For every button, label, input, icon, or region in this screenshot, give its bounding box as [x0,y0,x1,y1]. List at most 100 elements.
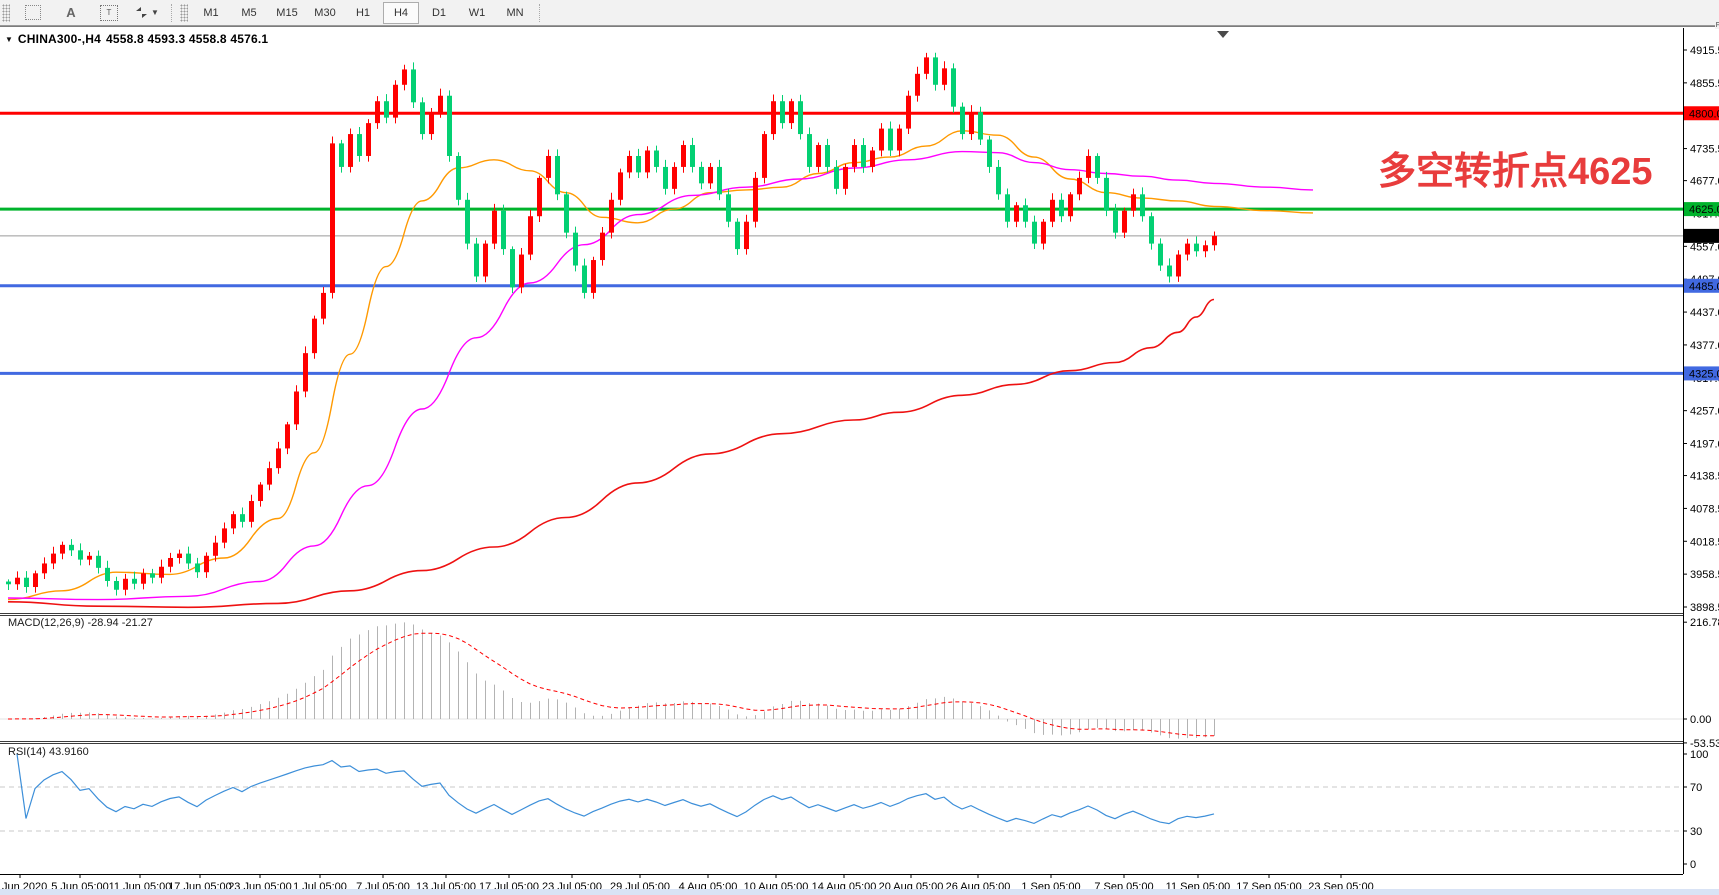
text-box-icon: T [100,4,118,21]
insert-text-button[interactable]: A [53,2,89,24]
candle-body [330,143,335,293]
macd-tick-label: 0.00 [1690,714,1711,726]
candle-body [1140,194,1145,217]
candle-body [1203,245,1208,252]
candle-body [429,112,434,135]
candle-body [384,101,389,118]
horizontal-level-lines[interactable] [0,111,1683,375]
candle-body [1059,199,1064,217]
candle-body [231,514,236,529]
ma-mid-line [7,150,1314,601]
timeframe-h4-button[interactable]: H4 [383,1,419,24]
candle-body [870,150,875,167]
price-badge-label: 4485.0 [1689,281,1719,293]
chart-grid-button[interactable] [15,2,51,24]
candle-body [1005,194,1010,222]
candle-body [1122,210,1127,233]
price-tick-label: 4437.0 [1690,307,1719,319]
toolbar-grip[interactable] [180,3,188,22]
candle-body [726,194,731,222]
candle-body [1104,177,1109,211]
candle-body [276,448,281,469]
candle-body [591,260,596,293]
candle-body [492,210,497,244]
candle-body [627,155,632,173]
candle-body [1185,243,1190,255]
candle-body [897,128,902,151]
price-tick-label: 4377.0 [1690,340,1719,352]
timeframe-m1-button[interactable]: M1 [203,6,219,19]
chart-header: ▼ CHINA300-,H4 4558.8 4593.3 4558.8 4576… [5,32,268,46]
toolbar-grip[interactable] [2,3,10,22]
collapse-triangle-icon[interactable]: ▼ [5,34,13,44]
candle-body [1131,194,1136,211]
candle-body [753,177,758,222]
candle-body [555,155,560,195]
candle-body [438,95,443,113]
candle-body [96,555,101,568]
candle-body [6,581,11,585]
candle-body [24,577,29,588]
arrow-objects-button[interactable]: ▼ [129,2,165,24]
chevron-down-icon: ▼ [151,8,159,17]
candle-body [1194,243,1199,252]
price-tick-label: 4018.5 [1690,536,1719,548]
candle-body [267,468,272,485]
timeframe-m15-button[interactable]: M15 [276,6,298,19]
chart-text-annotation[interactable]: 多空转折点4625 [1378,151,1653,193]
candle-body [312,318,317,354]
chart-shift-marker-icon[interactable] [1217,31,1229,38]
timeframe-m5-button[interactable]: M5 [241,6,257,19]
toolbar-separator [171,3,173,22]
candle-body [510,249,515,288]
candle-body [42,563,47,574]
candle-body [690,145,695,167]
text-label-button[interactable]: T [91,2,127,24]
candle-body [1113,210,1118,233]
candle-body [168,557,173,567]
candle-body [60,544,65,554]
chart-grid-icon [25,5,41,20]
candle-body [357,134,362,156]
price-badge [1684,228,1719,243]
candle-body [672,166,677,189]
candle-body [906,95,911,129]
candle-body [834,166,839,189]
candle-body [222,528,227,543]
timeframe-w1-button[interactable]: W1 [468,6,486,19]
candle-body [1176,254,1181,277]
timeframe-d1-button[interactable]: D1 [431,6,447,19]
price-tick-label: 4855.5 [1690,78,1719,90]
window-bottom-strip [0,889,1719,895]
chart-window[interactable]: 4915.54855.54795.54735.54677.04617.04557… [0,25,1719,895]
candle-body [852,145,857,167]
candle-body [258,484,263,502]
candle-body [735,221,740,250]
candle-body [546,155,551,178]
candle-body [186,553,191,564]
candle-body [771,101,776,135]
price-axis[interactable]: 4915.54855.54795.54735.54677.04617.04557… [1683,45,1719,614]
text-a-icon: A [66,5,76,20]
candle-body [528,216,533,255]
price-tick-label: 4257.0 [1690,406,1719,418]
candle-body [843,166,848,189]
candle-body [654,150,659,167]
candle-body [123,578,128,590]
timeframe-h1-button[interactable]: H1 [355,6,371,19]
candle-body [609,199,614,233]
macd-tick-label: 216.78 [1690,617,1719,629]
candle-body [960,106,965,135]
price-badge [1684,106,1719,121]
candle-body [951,68,956,107]
timeframe-m30-button[interactable]: M30 [314,6,336,19]
candle-body [240,514,245,522]
candle-body [78,550,83,560]
candle-body [51,553,56,564]
candle-body [402,69,407,85]
timeframe-mn-button[interactable]: MN [506,6,524,19]
ohlc-values: 4558.8 4593.3 4558.8 4576.1 [106,32,269,46]
candle-body [564,194,569,233]
ma-slow-line [7,298,1215,609]
